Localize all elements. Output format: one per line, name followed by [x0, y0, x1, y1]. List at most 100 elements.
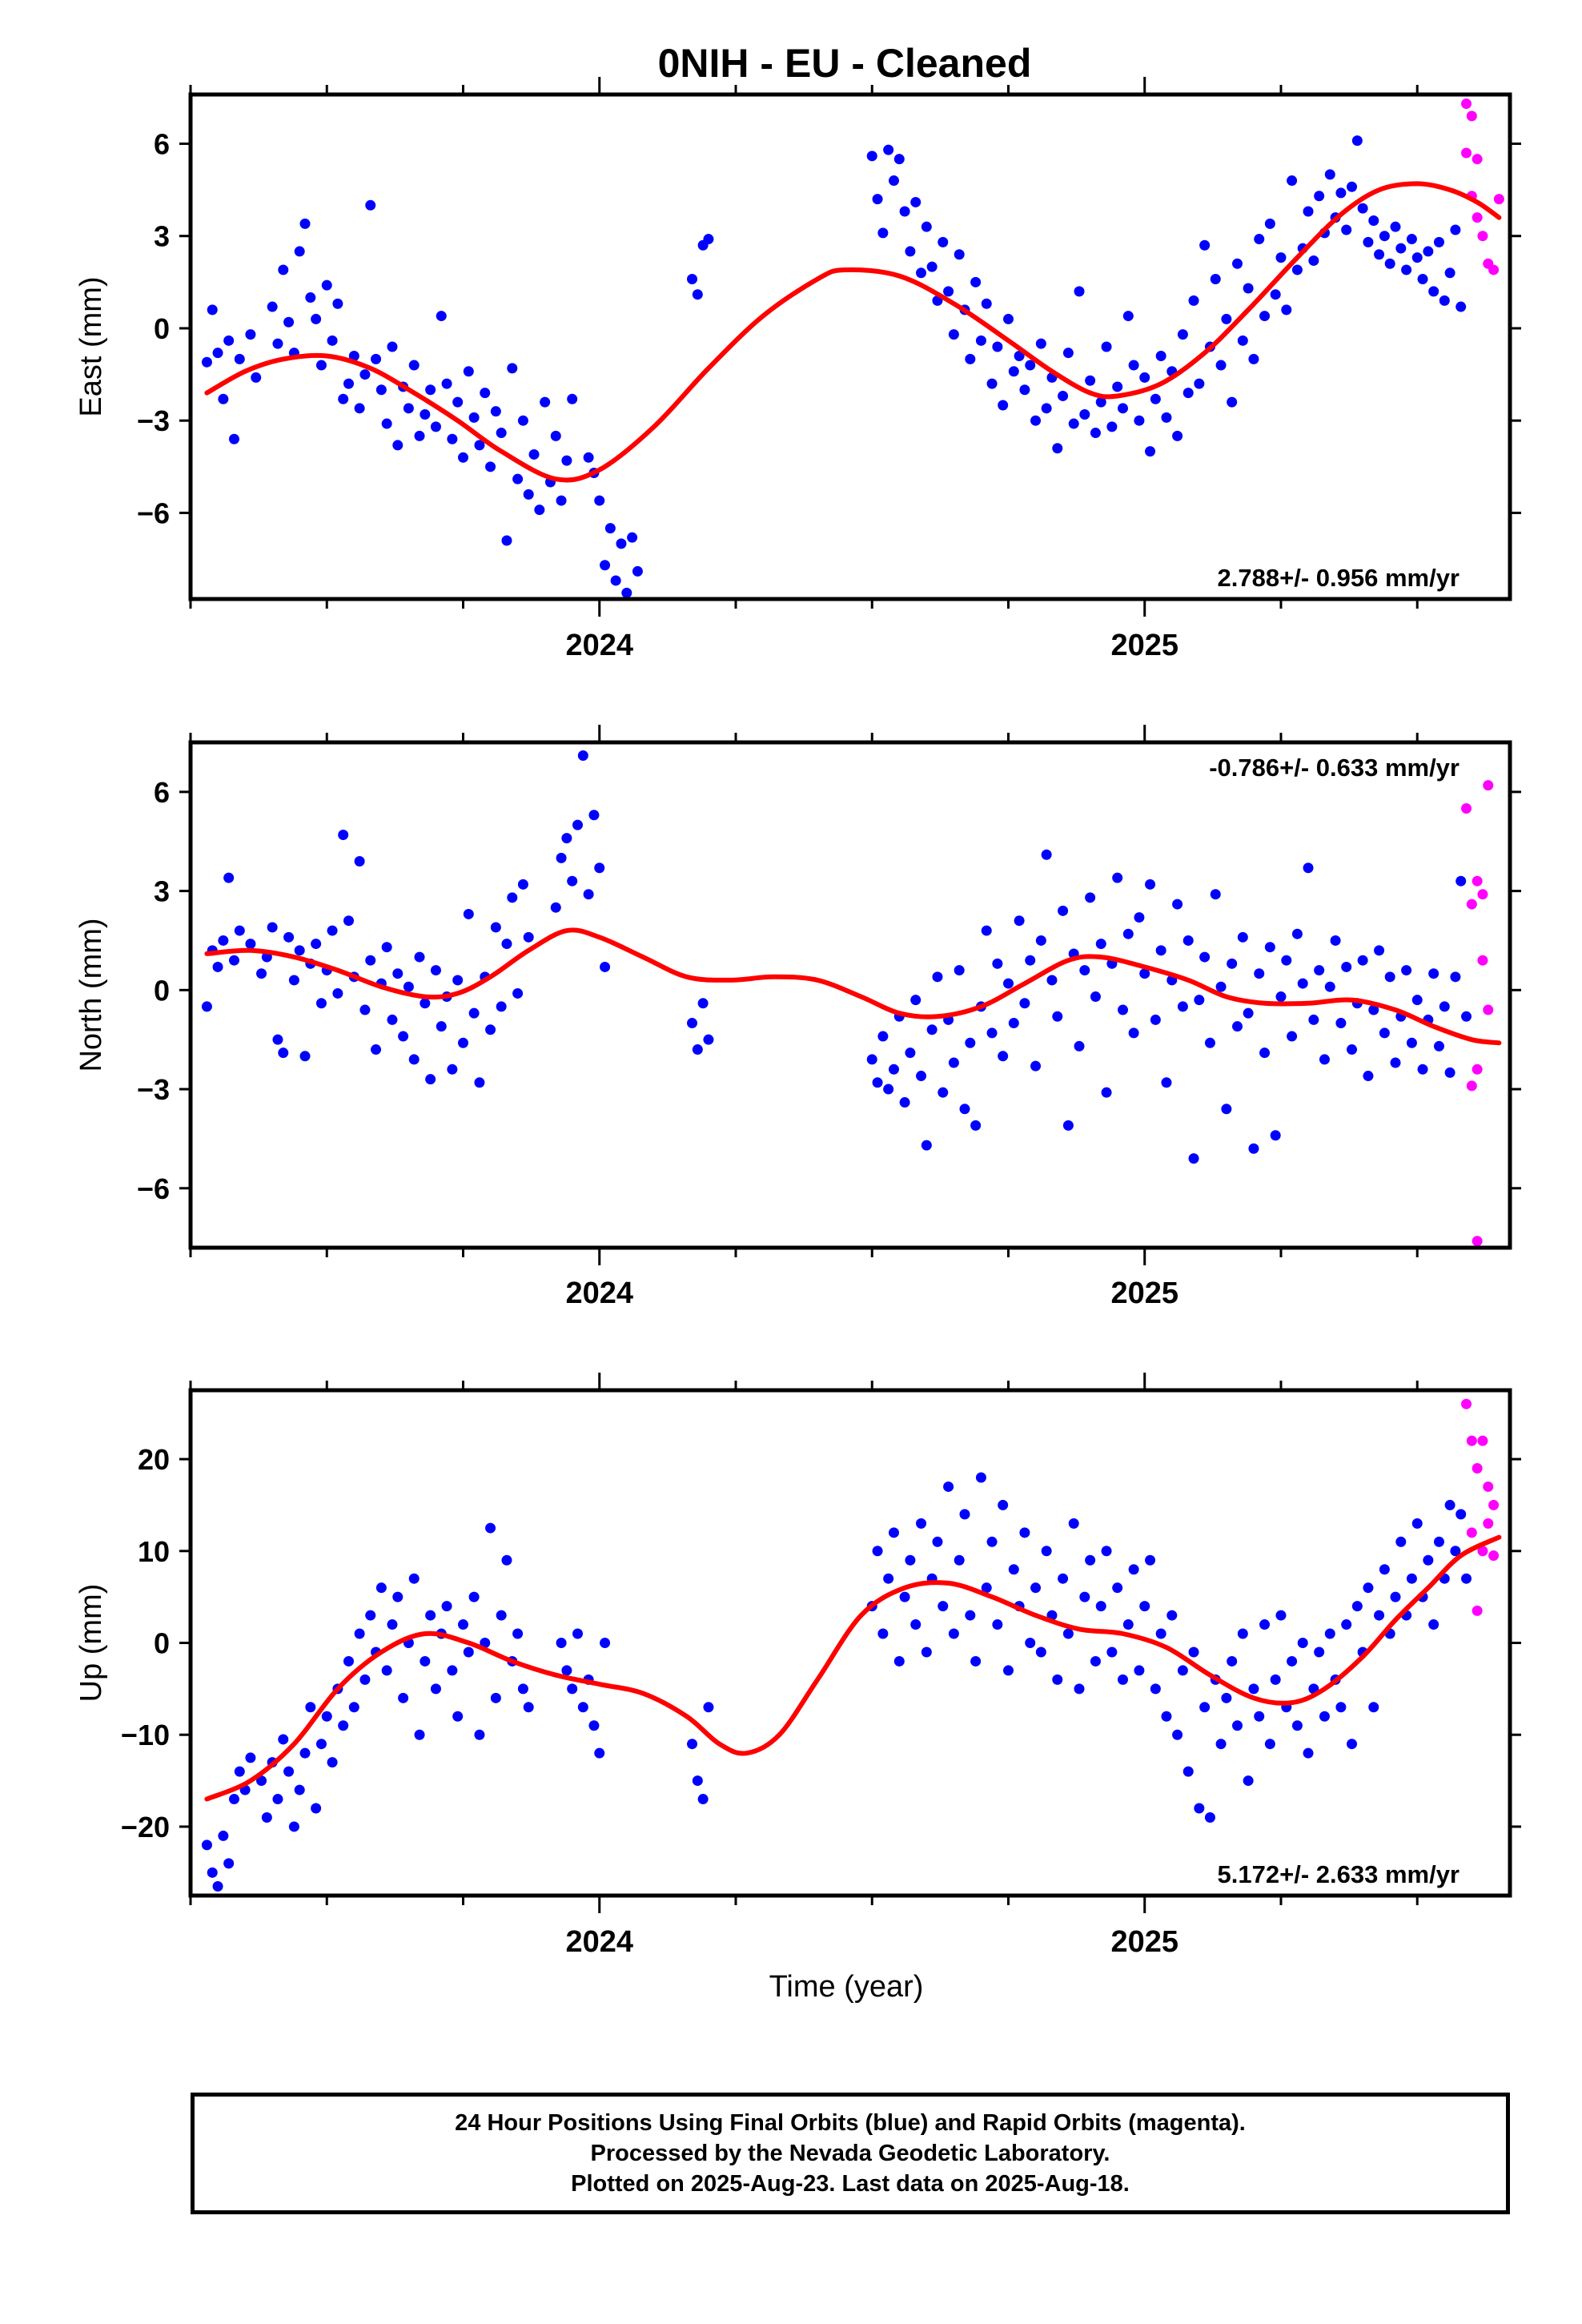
north-final-point — [910, 995, 921, 1006]
north-final-point — [294, 945, 305, 956]
east-final-point — [294, 246, 305, 257]
north-final-point — [1281, 955, 1292, 966]
east-final-point — [305, 292, 316, 304]
up-final-point — [905, 1554, 916, 1566]
up-final-point — [1287, 1655, 1298, 1667]
north-final-point — [992, 958, 1003, 969]
up-final-point — [420, 1655, 431, 1667]
east-final-point — [1390, 221, 1401, 232]
north-final-point — [1232, 1021, 1243, 1032]
north-final-point — [1210, 889, 1221, 900]
east-xtick-label: 2025 — [1110, 629, 1178, 662]
east-final-point — [1210, 273, 1221, 284]
up-final-point — [577, 1702, 588, 1713]
up-final-point — [893, 1655, 905, 1667]
up-final-point — [228, 1794, 239, 1805]
north-final-point — [1439, 1001, 1450, 1012]
east-final-point — [986, 378, 998, 389]
east-final-point — [916, 267, 927, 279]
east-final-point — [1444, 267, 1456, 279]
north-final-point — [234, 925, 245, 936]
east-ytick-label: −6 — [137, 497, 170, 529]
east-final-point — [354, 403, 365, 414]
east-final-point — [1177, 329, 1188, 340]
east-final-point — [1155, 351, 1166, 362]
north-final-point — [299, 1051, 311, 1062]
east-final-point — [872, 194, 883, 205]
east-final-point — [965, 353, 976, 364]
north-final-point — [1025, 955, 1036, 966]
east-final-point — [1188, 295, 1199, 306]
east-final-point — [457, 452, 468, 463]
up-velocity-label: 5.172+/- 2.633 mm/yr — [1218, 1860, 1460, 1888]
up-final-point — [463, 1647, 474, 1658]
north-final-point — [485, 1024, 496, 1035]
up-final-point — [872, 1546, 883, 1557]
east-final-point — [632, 565, 643, 577]
east-ytick-label: 0 — [154, 312, 170, 345]
north-final-point — [1177, 1001, 1188, 1012]
north-final-point — [899, 1097, 910, 1108]
east-final-point — [480, 388, 491, 399]
up-final-point — [1008, 1564, 1019, 1575]
up-final-point — [697, 1794, 709, 1805]
east-ytick-label: 6 — [154, 127, 170, 160]
up-final-point — [1423, 1554, 1434, 1566]
north-final-point — [1417, 1063, 1428, 1075]
east-final-point — [517, 415, 528, 426]
east-final-point — [1243, 283, 1254, 294]
up-final-point — [998, 1499, 1009, 1510]
up-ytick-label: −20 — [121, 1811, 170, 1844]
north-final-point — [1330, 935, 1341, 946]
north-final-point — [1308, 1014, 1319, 1025]
up-final-point — [1297, 1638, 1308, 1648]
east-final-point — [338, 393, 349, 404]
up-final-point — [207, 1867, 218, 1878]
up-ylabel: Up (mm) — [74, 1584, 108, 1703]
up-final-point — [523, 1702, 534, 1713]
north-final-point — [365, 955, 376, 966]
north-final-point — [1041, 849, 1052, 860]
north-final-point — [315, 998, 327, 1009]
up-final-point — [1095, 1601, 1106, 1612]
north-final-point — [877, 1031, 889, 1042]
up-final-point — [278, 1734, 289, 1745]
east-final-point — [1122, 311, 1134, 322]
north-final-point — [1145, 879, 1156, 890]
north-final-point — [272, 1034, 283, 1045]
up-final-point — [1188, 1647, 1199, 1658]
caption-line-3: Plotted on 2025-Aug-23. Last data on 202… — [571, 2171, 1130, 2197]
north-final-point — [1291, 928, 1303, 939]
north-final-point — [567, 875, 578, 887]
north-final-point — [387, 1014, 398, 1025]
north-final-point — [1287, 1031, 1298, 1042]
up-final-point — [1461, 1573, 1472, 1584]
up-rapid-point — [1488, 1550, 1500, 1562]
x-axis-label: Time (year) — [769, 1970, 924, 2004]
up-final-point — [954, 1554, 965, 1566]
up-rapid-point — [1477, 1435, 1488, 1446]
north-final-point — [1134, 912, 1145, 923]
up-final-point — [1444, 1499, 1456, 1510]
up-final-point — [474, 1729, 485, 1740]
east-final-point — [981, 298, 992, 309]
north-final-point — [1270, 1130, 1281, 1141]
north-final-point — [1172, 899, 1183, 910]
east-final-point — [540, 396, 551, 408]
up-final-point — [1395, 1536, 1407, 1547]
up-final-point — [425, 1610, 436, 1621]
east-final-point — [1347, 181, 1358, 192]
north-final-point — [311, 939, 322, 950]
up-final-point — [343, 1655, 354, 1667]
east-final-point — [1035, 338, 1046, 349]
up-final-point — [1068, 1518, 1079, 1529]
up-final-point — [1025, 1638, 1036, 1648]
north-ytick-label: 6 — [154, 776, 170, 809]
east-final-point — [463, 366, 474, 377]
north-final-point — [474, 1077, 485, 1088]
north-final-point — [523, 931, 534, 943]
north-final-point — [1303, 862, 1314, 874]
north-final-point — [1297, 978, 1308, 989]
east-final-point — [1128, 360, 1139, 371]
north-final-point — [1254, 968, 1265, 979]
